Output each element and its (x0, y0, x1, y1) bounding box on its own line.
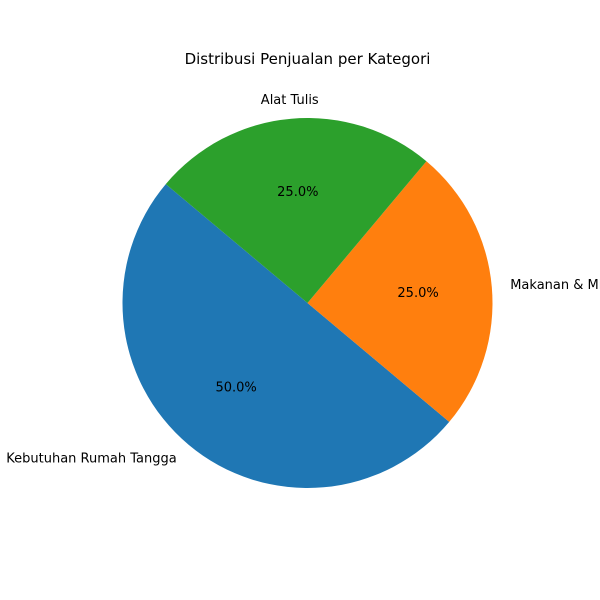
slice-kebutuhan-rumah-tangga (122, 184, 450, 489)
percent-label: 25.0% (277, 185, 318, 200)
slice-makanan-minuman (307, 161, 493, 422)
pie-slices (122, 118, 493, 489)
slice-alat-tulis (165, 118, 427, 303)
slice-label: Kebutuhan Rumah Tangga (6, 451, 176, 466)
slice-label: Makanan & Minuman (510, 278, 600, 293)
percent-label: 50.0% (215, 381, 256, 396)
chart-title: Distribusi Penjualan per Kategori (185, 50, 431, 68)
slice-label: Alat Tulis (261, 93, 319, 108)
pie-labels: Kebutuhan Rumah Tangga 50.0% Makanan & Min… (6, 93, 600, 467)
percent-label: 25.0% (397, 286, 438, 301)
